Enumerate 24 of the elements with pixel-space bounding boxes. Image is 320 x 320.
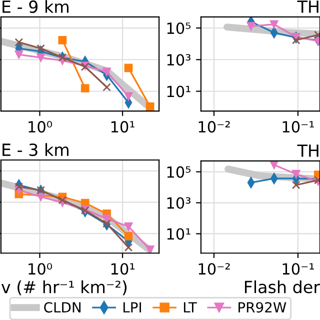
y-tick-label: 10⁵ [167,166,191,178]
x-tick-label: 10¹ [111,263,134,275]
legend-label: CLDN [44,302,80,313]
y-tick-label: 10¹ [167,228,190,240]
y-tick-label: 10¹ [167,86,190,98]
x-tick-label: 10¹ [111,121,134,133]
chart-title: TH [297,144,318,157]
chart-title: E - 9 km [2,0,68,14]
x-tick-label: 10⁻¹ [282,121,314,133]
chart-title: TH [297,0,318,13]
y-tick-label: 10⁵ [167,22,191,34]
legend-label: LT [184,302,197,312]
y-tick-label: 10³ [167,54,190,66]
x-tick-label: 10⁰ [28,121,52,133]
y-tick-label: 10³ [167,197,190,209]
x-tick-label: 10⁻² [198,263,230,275]
x-tick-label: 10⁻¹ [282,263,314,275]
legend-label: PR92W [238,302,286,313]
x-axis-title: v (# hr⁻¹ km⁻²) [1,280,127,296]
x-axis-title: Flash der [244,280,320,294]
legend-label: LPI [123,302,141,312]
chart-title: E - 3 km [2,143,68,156]
x-tick-label: 10⁰ [28,263,52,275]
x-tick-label: 10⁻² [198,121,230,133]
